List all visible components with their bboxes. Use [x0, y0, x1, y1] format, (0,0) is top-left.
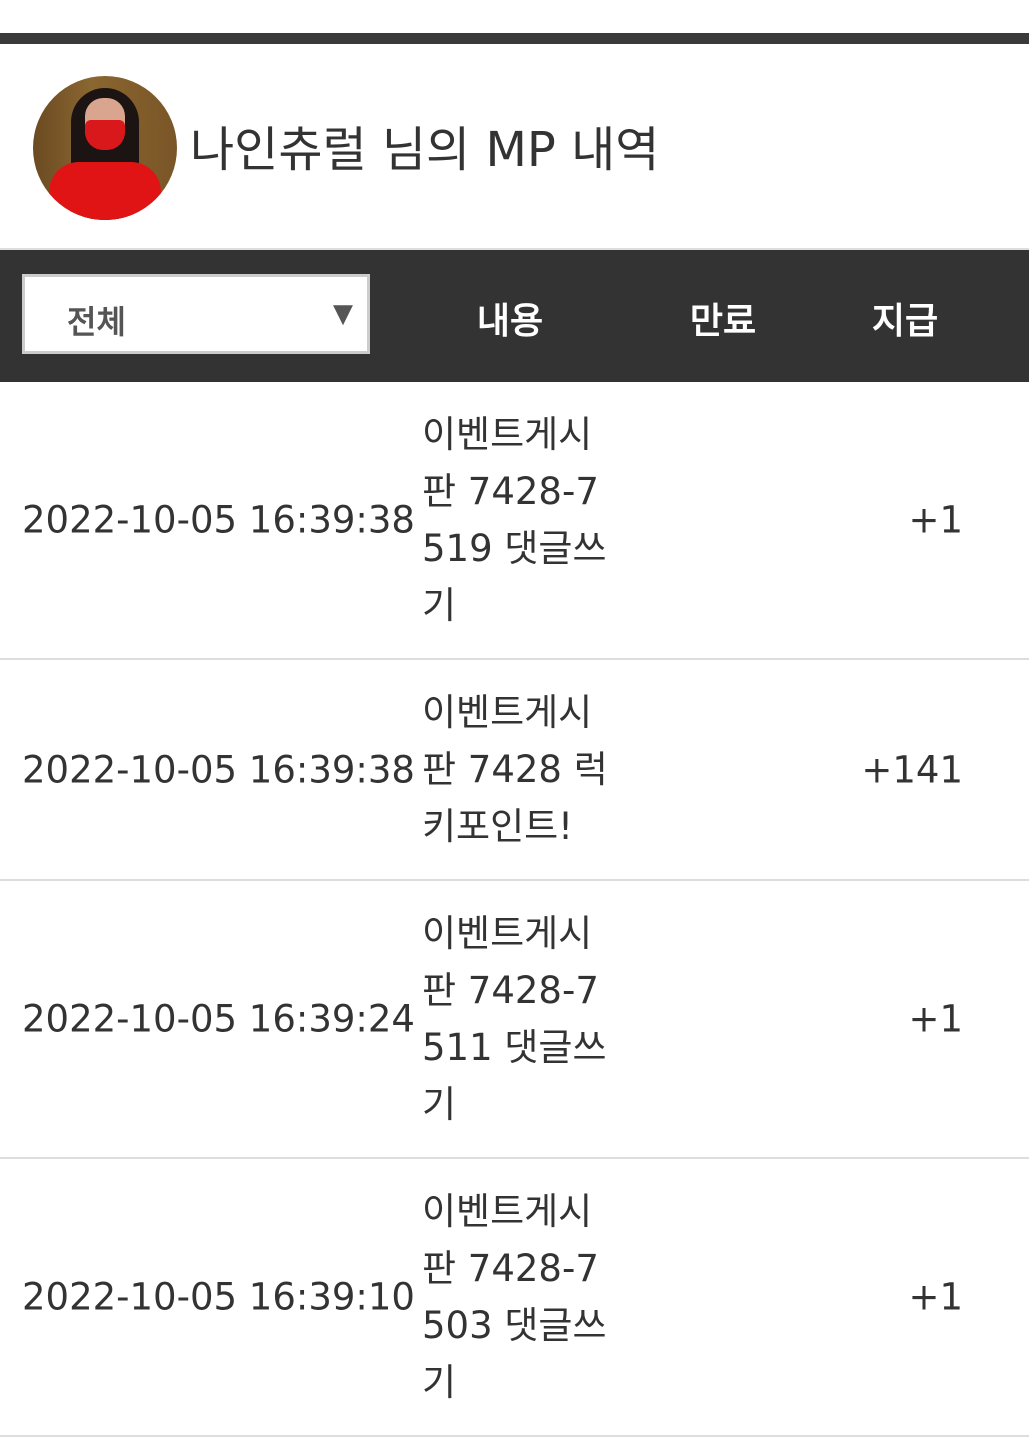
top-divider-bar — [0, 33, 1029, 44]
row-content: 이벤트게시판 7428-7511 댓글쓰기 — [422, 912, 607, 1126]
header-amount: 지급 — [871, 301, 939, 342]
profile-header: 나인츄럴 님의 MP 내역 — [0, 44, 1029, 250]
row-date: 2022-10-05 16:39:38 — [22, 498, 415, 542]
row-date: 2022-10-05 16:39:10 — [22, 1275, 415, 1319]
table-header: 전체 ▼ 내용 만료 지급 — [0, 250, 1029, 382]
filter-selected-value: 전체 — [67, 303, 126, 341]
table-row: 2022-10-05 16:39:38 이벤트게시판 7428-7519 댓글쓰… — [0, 382, 1029, 660]
row-content: 이벤트게시판 7428-7503 댓글쓰기 — [422, 1190, 607, 1404]
row-date: 2022-10-05 16:39:24 — [22, 997, 415, 1041]
table-row: 2022-10-05 16:39:24 이벤트게시판 7428-7511 댓글쓰… — [0, 881, 1029, 1159]
row-date: 2022-10-05 16:39:38 — [22, 748, 415, 791]
row-amount: +1 — [908, 498, 963, 542]
top-spacer — [0, 0, 1029, 33]
row-amount: +141 — [861, 748, 963, 791]
page-title: 나인츄럴 님의 MP 내역 — [190, 122, 660, 178]
avatar — [33, 76, 177, 220]
row-amount: +1 — [908, 1275, 963, 1319]
table-row: 2022-10-05 16:39:10 이벤트게시판 7428-7503 댓글쓰… — [0, 1159, 1029, 1437]
row-content: 이벤트게시판 7428-7519 댓글쓰기 — [422, 413, 607, 627]
header-expiry: 만료 — [689, 301, 757, 342]
row-content: 이벤트게시판 7428 럭키포인트! — [422, 691, 608, 848]
table-row: 2022-10-05 16:39:38 이벤트게시판 7428 럭키포인트! +… — [0, 660, 1029, 881]
filter-select[interactable]: 전체 ▼ — [22, 274, 370, 354]
dropdown-arrow-icon: ▼ — [333, 299, 353, 329]
header-content: 내용 — [476, 301, 544, 342]
row-amount: +1 — [908, 997, 963, 1041]
